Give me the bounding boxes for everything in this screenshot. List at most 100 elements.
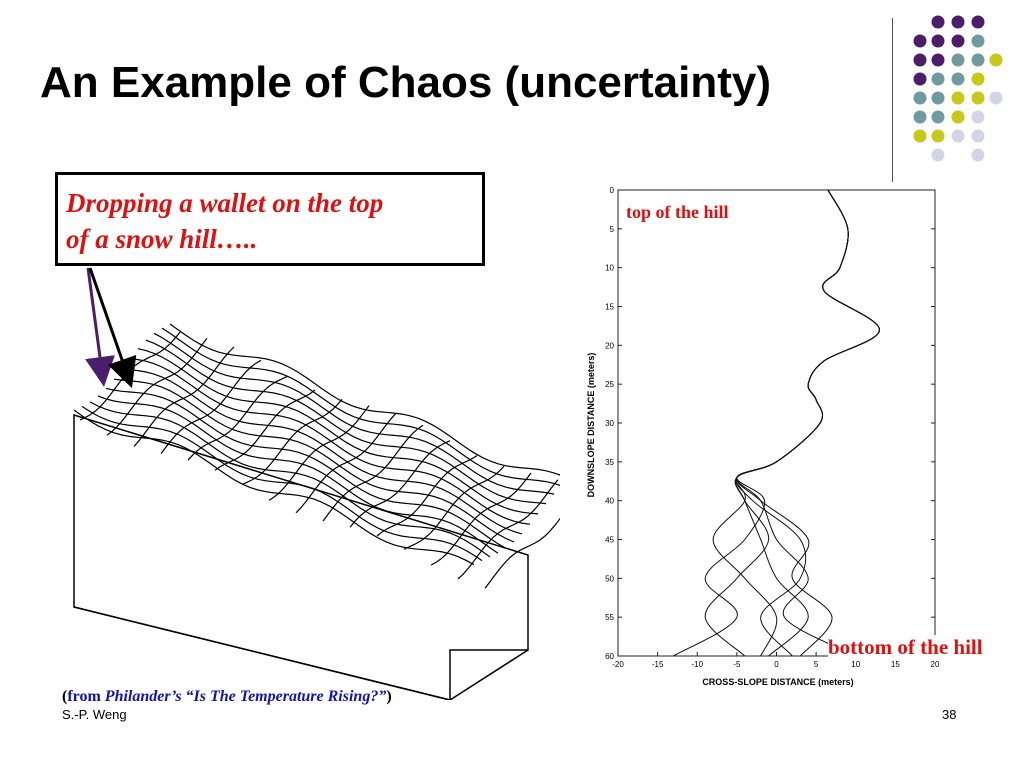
hill-cross-ridge-line: [187, 375, 289, 461]
x-tick-label: -10: [691, 660, 703, 669]
x-tick-label: 20: [931, 660, 940, 669]
decorative-dot: [951, 15, 965, 29]
wallet-trajectory-line: [736, 189, 881, 657]
decorative-dot: [951, 129, 965, 143]
hill-ridge-line: [161, 327, 560, 486]
hill-wave-surface: [73, 323, 560, 589]
page-number: 38: [942, 707, 957, 722]
y-tick-label: 0: [610, 186, 615, 195]
decorative-dot: [971, 110, 985, 124]
callout-line-1: Dropping a wallet on the top: [66, 188, 384, 218]
hill-cross-ridge-line: [376, 455, 478, 537]
source-open-paren: (: [62, 688, 68, 705]
decorative-dot: [931, 110, 945, 124]
decorative-dot: [913, 34, 927, 48]
decorative-dot: [971, 15, 985, 29]
decorative-dot: [951, 72, 965, 86]
decorative-dot: [971, 53, 985, 67]
source-work: Philander’s “Is The Temperature Rising?”: [104, 688, 387, 705]
chart-x-axis-label: CROSS-SLOPE DISTANCE (meters): [702, 677, 853, 687]
hill-cross-ridge-line: [295, 412, 397, 514]
hill-ridge-line: [121, 368, 523, 535]
y-tick-label: 30: [605, 419, 614, 428]
decorative-dot: [971, 148, 985, 162]
annotation-bottom-of-hill: bottom of the hill: [828, 635, 983, 660]
slide-title: An Example of Chaos (uncertainty): [40, 58, 772, 107]
decorative-dot: [989, 53, 1003, 67]
title-divider: [892, 18, 893, 182]
decorative-dot: [931, 148, 945, 162]
y-tick-label: 45: [605, 536, 614, 545]
wallet-trajectory-line: [712, 189, 881, 657]
hill-cross-ridge-line: [241, 398, 343, 486]
x-tick-label: 0: [774, 660, 779, 669]
chart-series-lines: [673, 189, 881, 657]
decorative-dot: [971, 129, 985, 143]
chart-y-axis-label: DOWNSLOPE DISTANCE (meters): [586, 353, 596, 498]
source-citation: (from Philander’s “Is The Temperature Ri…: [62, 688, 392, 706]
hill-cross-ridge-line: [457, 479, 559, 580]
decorative-dot: [951, 34, 965, 48]
hill-cross-ridge-line: [133, 346, 235, 447]
y-tick-label: 5: [610, 225, 615, 234]
decorative-dot: [913, 72, 927, 86]
trajectory-chart: 0 5 10 15 20 25 30 35 40 45 50 55 60-20 -15 -10 -5 0 5 10 1…: [586, 186, 940, 687]
decorative-dot: [913, 53, 927, 67]
x-tick-label: 5: [814, 660, 819, 669]
y-tick-label: 55: [605, 613, 614, 622]
x-tick-label: 15: [891, 660, 900, 669]
decorative-dot: [913, 110, 927, 124]
hill-cross-ridge-line: [268, 405, 370, 501]
decorative-dot: [951, 53, 965, 67]
callout-line-2: of a snow hill…..: [66, 224, 258, 254]
hill-cross-ridge-line: [349, 440, 451, 528]
x-tick-label: -15: [652, 660, 664, 669]
x-tick-label: 10: [851, 660, 860, 669]
wallet-trajectory-line: [673, 189, 881, 657]
decorative-dot: [931, 34, 945, 48]
y-tick-label: 40: [605, 497, 614, 506]
decorative-dot: [931, 53, 945, 67]
decorative-dot: [971, 72, 985, 86]
decorative-dot: [951, 91, 965, 105]
hill-cross-ridge-line: [484, 517, 560, 589]
callout-box: Dropping a wallet on the top of a snow h…: [55, 172, 485, 266]
decorative-dot: [931, 91, 945, 105]
y-tick-label: 60: [605, 652, 614, 661]
hill-cross-ridge-line: [403, 465, 505, 550]
hill-ridge-line: [105, 387, 507, 549]
wallet-trajectory-line: [734, 189, 881, 657]
source-from: from: [67, 688, 105, 705]
hill-cross-ridge-line: [214, 389, 316, 471]
annotation-top-of-hill: top of the hill: [626, 202, 729, 223]
wallet-trajectory-line: [735, 189, 881, 657]
y-tick-label: 25: [605, 380, 614, 389]
y-tick-label: 10: [605, 264, 614, 273]
footer-author: S.-P. Weng: [62, 707, 127, 722]
decorative-dot: [931, 72, 945, 86]
hill-cross-ridge-line: [160, 359, 262, 455]
hill-ridge-line: [129, 357, 531, 525]
chart-plot-frame: [617, 189, 936, 657]
decorative-dot: [913, 129, 927, 143]
wallet-trajectory-line: [704, 189, 881, 657]
decorative-dot: [931, 15, 945, 29]
wallet-trajectory-line: [736, 189, 881, 657]
hill-cross-ridge-line: [322, 424, 424, 522]
x-tick-label: -5: [733, 660, 741, 669]
x-tick-label: -20: [612, 660, 624, 669]
hill-ridge-line: [169, 323, 560, 476]
pointer-arrow-black: [88, 267, 137, 389]
chart-ticks: 0 5 10 15 20 25 30 35 40 45 50 55 60-20 -15 -10 -5 0 5 10 1…: [605, 186, 940, 669]
y-tick-label: 50: [605, 574, 614, 583]
decorative-dot: [931, 129, 945, 143]
hill-cross-ridge-line: [430, 472, 532, 566]
decorative-dot: [913, 91, 927, 105]
pointer-arrow-purple: [85, 267, 115, 387]
y-tick-label: 15: [605, 303, 614, 312]
hill-cross-ridge-line: [106, 337, 208, 436]
source-close-paren: ): [386, 688, 392, 705]
snow-hill-illustration: [73, 267, 560, 700]
decorative-dot: [989, 91, 1003, 105]
decorative-dot: [971, 91, 985, 105]
